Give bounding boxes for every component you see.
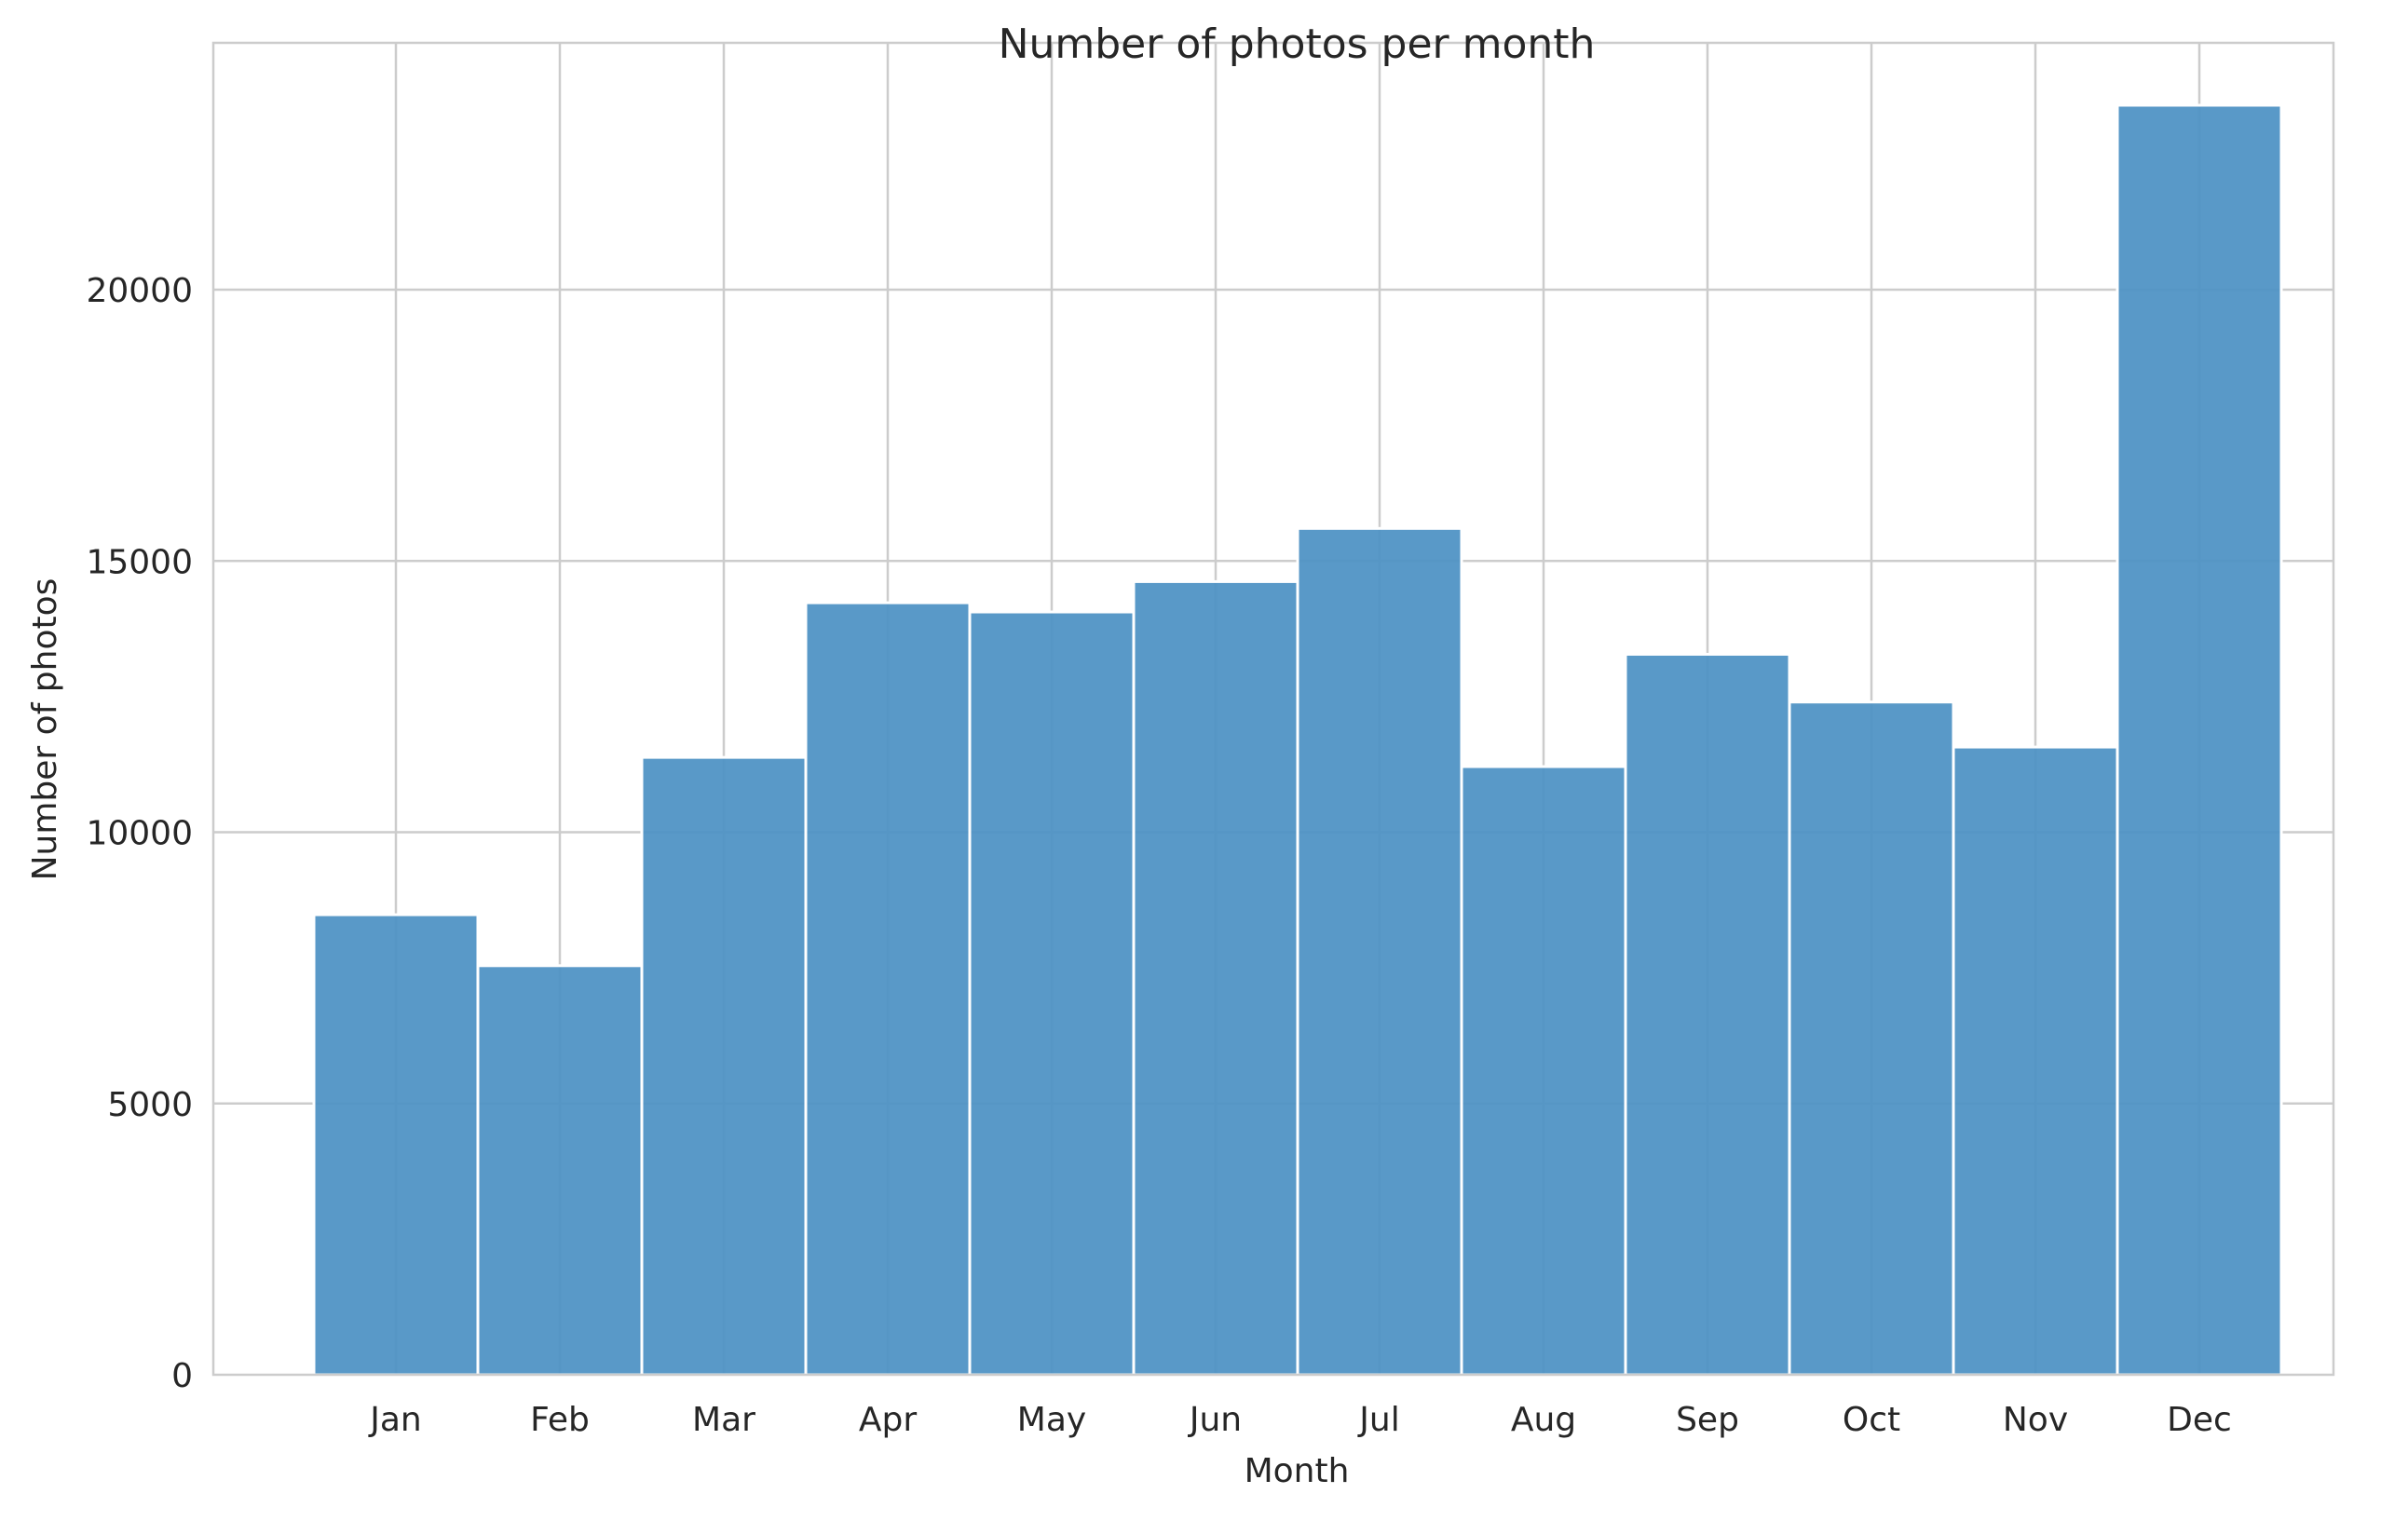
- bar-aug: [1460, 765, 1627, 1377]
- x-tick-label: Dec: [2167, 1401, 2232, 1439]
- bar-sep: [1624, 652, 1791, 1377]
- bar-jul: [1296, 526, 1463, 1377]
- y-tick-label: 15000: [86, 543, 193, 581]
- bar-mar: [640, 755, 808, 1377]
- bar-jun: [1132, 579, 1299, 1377]
- x-tick-label: Jun: [1188, 1401, 1242, 1439]
- x-tick-labels: Jan Feb Mar Apr May Jun Jul Aug Sep Oct Nov Dec: [368, 1401, 2232, 1439]
- x-tick-label: Nov: [2003, 1401, 2068, 1439]
- bar-nov: [1952, 745, 2119, 1377]
- bar-oct: [1788, 700, 1955, 1377]
- x-tick-label: Apr: [859, 1401, 917, 1439]
- bar-apr: [804, 601, 972, 1377]
- chart-title: Number of photos per month: [999, 20, 1596, 68]
- bar-may: [968, 610, 1136, 1377]
- bar-jan: [312, 913, 480, 1377]
- bar-feb: [476, 964, 644, 1377]
- x-tick-label: Oct: [1843, 1401, 1900, 1439]
- axes-frame: [211, 41, 2335, 1377]
- y-tick-label: 0: [171, 1357, 193, 1395]
- x-axis-label: Month: [1245, 1452, 1350, 1490]
- x-tick-label: Mar: [692, 1401, 755, 1439]
- x-tick-label: Feb: [530, 1401, 590, 1439]
- y-tick-label: 20000: [86, 272, 193, 310]
- y-axis-label: Number of photos: [26, 578, 64, 881]
- bar-dec: [2116, 103, 2283, 1377]
- x-tick-label: May: [1017, 1401, 1086, 1439]
- y-tick-label: 5000: [107, 1086, 193, 1124]
- x-tick-label: Sep: [1676, 1401, 1739, 1439]
- y-tick-label: 10000: [86, 815, 193, 853]
- x-tick-label: Jan: [368, 1401, 422, 1439]
- y-tick-labels: 0 5000 10000 15000 20000: [86, 272, 193, 1395]
- bars: [312, 103, 2283, 1377]
- x-tick-label: Aug: [1511, 1401, 1576, 1439]
- x-tick-label: Jul: [1357, 1401, 1399, 1439]
